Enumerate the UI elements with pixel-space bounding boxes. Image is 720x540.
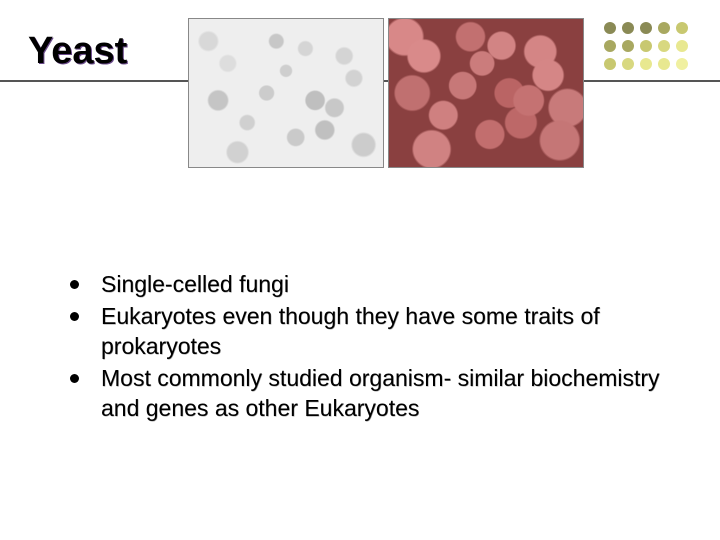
bullet-icon	[70, 280, 79, 289]
bullet-text: Single-celled fungi	[101, 270, 289, 300]
decorative-dot	[622, 58, 634, 70]
list-item: Single-celled fungi	[70, 270, 670, 300]
decorative-dot	[622, 22, 634, 34]
yeast-image-gray	[188, 18, 384, 168]
decorative-dot	[658, 40, 670, 52]
yeast-image-pink	[388, 18, 584, 168]
list-item: Eukaryotes even though they have some tr…	[70, 302, 670, 362]
decorative-dot	[640, 40, 652, 52]
decorative-dot	[676, 58, 688, 70]
decorative-dot	[604, 22, 616, 34]
decorative-dots	[604, 22, 690, 72]
decorative-dot	[622, 40, 634, 52]
decorative-dot	[640, 58, 652, 70]
decorative-dot	[676, 40, 688, 52]
bullet-icon	[70, 374, 79, 383]
bullet-text: Eukaryotes even though they have some tr…	[101, 302, 670, 362]
decorative-dot	[604, 40, 616, 52]
bullet-text: Most commonly studied organism- similar …	[101, 364, 670, 424]
image-row	[188, 18, 584, 168]
list-item: Most commonly studied organism- similar …	[70, 364, 670, 424]
decorative-dot	[658, 22, 670, 34]
decorative-dot	[640, 22, 652, 34]
page-title: Yeast	[28, 30, 127, 73]
bullet-icon	[70, 312, 79, 321]
bullet-list: Single-celled fungiEukaryotes even thoug…	[70, 270, 670, 425]
decorative-dot	[658, 58, 670, 70]
decorative-dot	[604, 58, 616, 70]
decorative-dot	[676, 22, 688, 34]
